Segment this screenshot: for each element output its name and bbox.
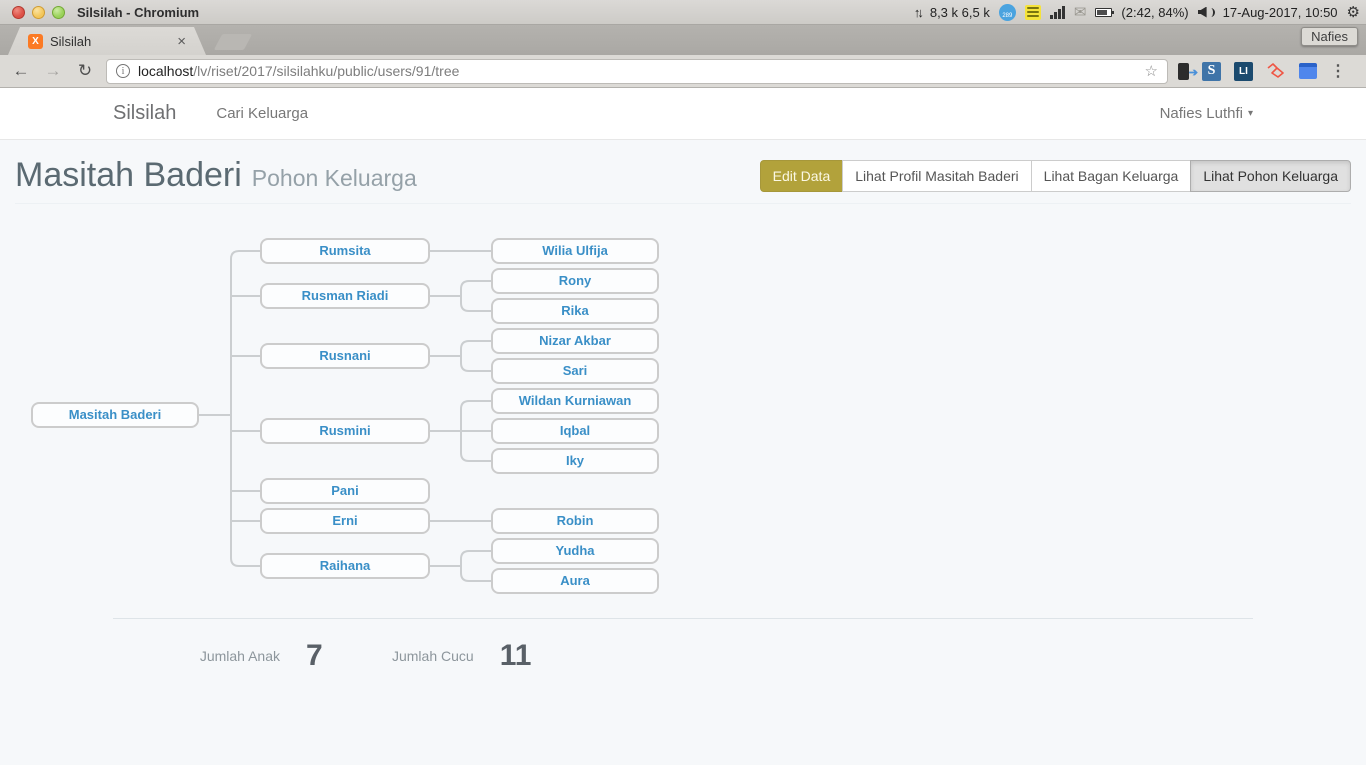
app-navbar: Silsilah Cari Keluarga Nafies Luthfi ▾ [0,88,1366,140]
battery-status: (2:42, 84%) [1121,4,1189,20]
jumlah-cucu-label: Jumlah Cucu [391,647,474,664]
battery-icon[interactable] [1095,7,1115,17]
tree-node-grandchild[interactable]: Wildan Kurniawan [491,388,659,414]
network-speed-label: 8,3 k 6,5 k [929,4,990,20]
tree-node-child[interactable]: Erni [260,508,430,534]
tree-node-grandchild[interactable]: Rony [491,268,659,294]
tree-node-grandchild[interactable]: Nizar Akbar [491,328,659,354]
tree-node-grandchild[interactable]: Iqbal [491,418,659,444]
mail-icon[interactable]: ✉ [1073,4,1087,21]
tree-node-grandchild[interactable]: Iky [491,448,659,474]
window-controls [12,5,65,19]
browser-menu-icon[interactable]: ⋮ [1330,63,1346,80]
tab-strip: X Silsilah × [0,25,1366,55]
tab-silsilah[interactable]: X Silsilah × [8,27,206,55]
new-tab-button[interactable] [213,34,253,50]
extensions-row: S LI ⋮ [1178,61,1348,81]
system-panel: Silsilah - Chromium ↑↓ 8,3 k 6,5 k 289 ✉… [0,0,1366,46]
window-close-button[interactable] [12,5,25,19]
back-button[interactable]: ← [12,61,30,80]
signal-bars-icon[interactable] [1049,5,1065,19]
list-indicator-icon[interactable] [1024,4,1041,20]
window-title: Silsilah - Chromium [77,4,200,20]
nav-link-cari-keluarga[interactable]: Cari Keluarga [216,105,309,122]
send-to-phone-icon[interactable] [1178,62,1198,80]
page-info-icon[interactable]: i [116,64,130,78]
session-name-badge: Nafies [1301,27,1358,46]
jumlah-cucu-value: 11 [499,639,532,672]
gear-icon[interactable]: ⚙ [1346,4,1360,21]
system-tray: ↑↓ 8,3 k 6,5 k 289 ✉ (2:42, 84%) 17-Aug-… [914,3,1360,21]
lihat-bagan-button[interactable]: Lihat Bagan Keluarga [1030,159,1192,192]
stats-row: Jumlah Anak 7 Jumlah Cucu 11 [113,619,1253,673]
action-button-group: Edit Data Lihat Profil Masitah Baderi Li… [759,159,1351,192]
tree-node-child[interactable]: Raihana [260,553,430,579]
window-minimize-button[interactable] [32,5,45,19]
jumlah-anak-label: Jumlah Anak [199,647,280,664]
s-extension-icon[interactable]: S [1202,61,1221,81]
tab-title: Silsilah [50,33,92,49]
tree-node-root[interactable]: Masitah Baderi [31,402,199,428]
forward-button[interactable]: → [44,61,62,80]
page-title: Masitah Baderi Pohon Keluarga [15,156,417,195]
tree-node-grandchild[interactable]: Yudha [491,538,659,564]
user-menu[interactable]: Nafies Luthfi ▾ [1160,105,1253,122]
blue-extension-icon[interactable] [1299,63,1317,79]
window-maximize-button[interactable] [52,5,65,19]
tree-node-grandchild[interactable]: Rika [491,298,659,324]
clock[interactable]: 17-Aug-2017, 10:50 [1222,4,1338,20]
url-host: localhost [138,63,194,79]
lihat-profil-button[interactable]: Lihat Profil Masitah Baderi [842,159,1032,192]
tree-node-grandchild[interactable]: Sari [491,358,659,384]
tree-node-child[interactable]: Rusnani [260,343,430,369]
lihat-pohon-button[interactable]: Lihat Pohon Keluarga [1190,159,1351,192]
user-menu-label: Nafies Luthfi [1159,105,1243,122]
laravel-extension-icon[interactable] [1266,61,1286,81]
family-tree: Masitah Baderi Rumsita Rusman Riadi Rusn… [15,226,1351,604]
speaker-icon[interactable] [1198,6,1215,19]
circle-badge-icon[interactable]: 289 [998,3,1016,21]
app-brand[interactable]: Silsilah [113,102,177,124]
tree-node-grandchild[interactable]: Robin [491,508,659,534]
reload-button[interactable]: ↻ [77,61,93,80]
edit-data-button[interactable]: Edit Data [759,159,844,192]
address-bar[interactable]: i localhost/lv/riset/2017/silsilahku/pub… [106,58,1168,84]
tree-node-child[interactable]: Rusman Riadi [260,283,430,309]
url-path: /lv/riset/2017/silsilahku/public/users/9… [193,63,460,79]
tab-close-icon[interactable]: × [177,32,186,50]
page-content: Silsilah Cari Keluarga Nafies Luthfi ▾ M… [0,88,1366,765]
tree-node-child[interactable]: Rumsita [260,238,430,264]
bookmark-star-icon[interactable]: ☆ [1144,63,1158,80]
tree-node-child[interactable]: Pani [260,478,430,504]
xampp-favicon-icon: X [28,34,43,49]
browser-toolbar: ← → ↻ i localhost/lv/riset/2017/silsilah… [0,55,1366,88]
jumlah-anak-value: 7 [306,639,323,672]
li-extension-icon[interactable]: LI [1234,61,1253,81]
page-header: Masitah Baderi Pohon Keluarga Edit Data L… [15,156,1351,204]
page-subtitle: Pohon Keluarga [251,165,417,191]
network-updown-icon[interactable]: ↑↓ [913,4,924,20]
url-text[interactable]: localhost/lv/riset/2017/silsilahku/publi… [138,63,1137,79]
tree-node-grandchild[interactable]: Wilia Ulfija [491,238,659,264]
footer-divider [113,618,1253,619]
tree-node-grandchild[interactable]: Aura [491,568,659,594]
chevron-down-icon: ▾ [1247,108,1253,119]
tree-connectors [199,250,491,582]
tree-node-child[interactable]: Rusmini [260,418,430,444]
person-name: Masitah Baderi [15,156,242,194]
